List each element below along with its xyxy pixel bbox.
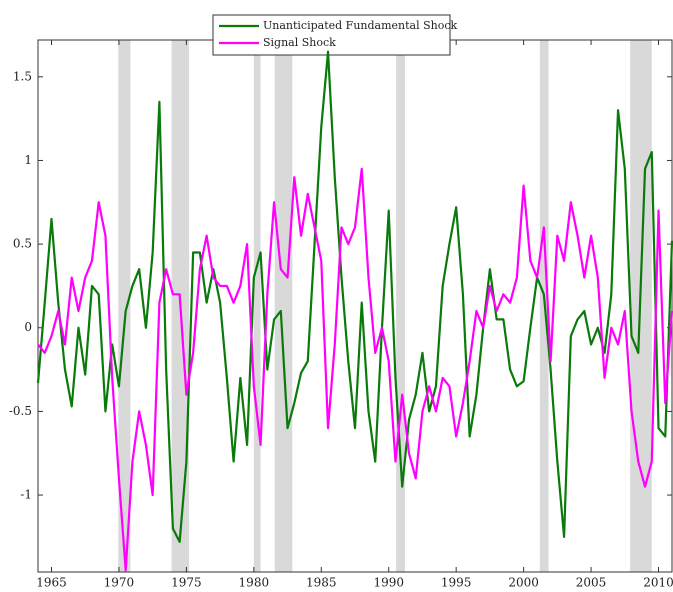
x-tick-label: 1980	[239, 576, 270, 590]
x-tick-label: 1975	[171, 576, 202, 590]
y-tick-label: -0.5	[9, 404, 32, 418]
x-tick-label: 2005	[576, 576, 607, 590]
plot-frame	[37, 39, 673, 573]
legend-label: Signal Shock	[263, 36, 336, 49]
series-line	[36, 50, 673, 543]
recession-band	[253, 40, 261, 572]
x-tick-label: 1965	[36, 576, 67, 590]
recession-band	[396, 40, 405, 572]
y-tick-label: 0.5	[13, 237, 32, 251]
recession-band	[118, 40, 131, 572]
x-tick-label: 2010	[643, 576, 673, 590]
x-tick-label: 2000	[508, 576, 539, 590]
y-tick-label: 1.5	[13, 69, 32, 83]
series-line	[37, 167, 673, 572]
x-tick-label: 1985	[306, 576, 337, 590]
legend-label: Unanticipated Fundamental Shock	[263, 19, 458, 32]
x-tick-label: 1970	[104, 576, 135, 590]
recession-band	[274, 40, 293, 572]
x-tick-label: 1990	[373, 576, 404, 590]
y-tick-label: 0	[24, 320, 32, 334]
y-tick-label: 1	[24, 153, 32, 167]
legend-box	[212, 14, 451, 56]
y-tick-label: -1	[20, 488, 32, 502]
x-tick-label: 1995	[441, 576, 472, 590]
